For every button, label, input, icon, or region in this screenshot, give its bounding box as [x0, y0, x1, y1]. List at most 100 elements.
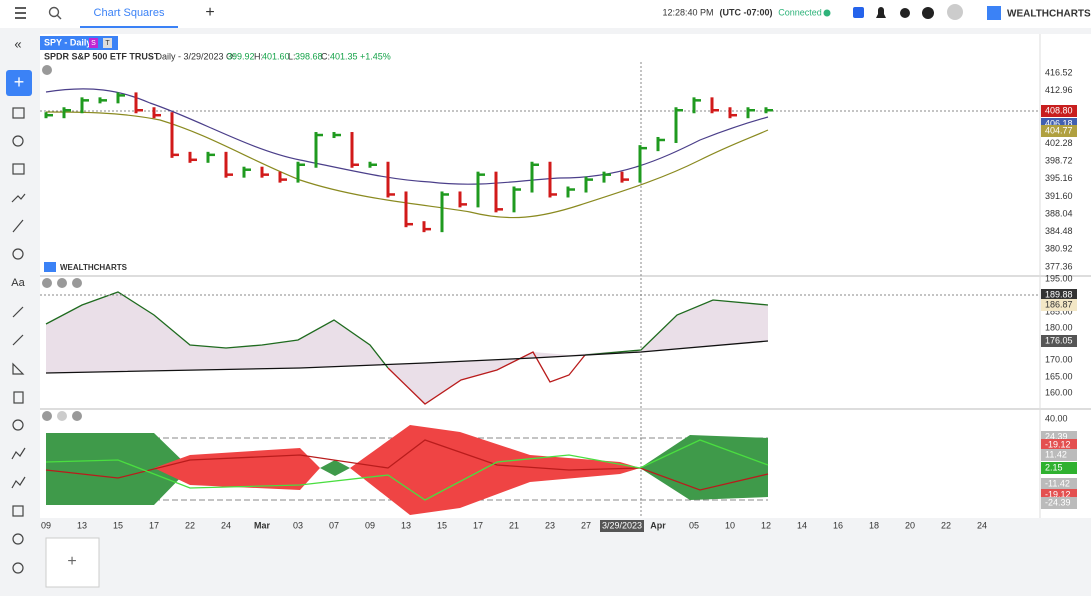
alert-icon[interactable]	[876, 7, 886, 18]
x-tick-label: 3/29/2023	[602, 520, 642, 530]
y-tick-label: 380.92	[1045, 244, 1073, 254]
watermark: WEALTHCHARTS	[60, 263, 128, 272]
close-label: C:	[321, 51, 330, 61]
price-badge-text: 11.42	[1045, 449, 1067, 459]
settings-icon[interactable]	[900, 8, 910, 18]
save-icon[interactable]	[853, 7, 864, 18]
x-tick-label: Mar	[254, 520, 271, 530]
y-tick-label: 180.00	[1045, 322, 1073, 332]
y-tick-label: 165.00	[1045, 371, 1073, 381]
x-tick-label: 15	[437, 520, 447, 530]
x-tick-label: 12	[761, 520, 771, 530]
x-tick-label: 07	[329, 520, 339, 530]
price-badge-text: -19.12	[1045, 489, 1071, 499]
menu-icon[interactable]	[15, 7, 26, 19]
y-tick-label: 160.00	[1045, 387, 1073, 397]
price-badge	[1041, 335, 1077, 347]
y-tick-label: 40.00	[1045, 413, 1068, 423]
x-tick-label: 05	[689, 520, 699, 530]
x-tick-label: 13	[77, 520, 87, 530]
brand-logo	[987, 6, 1001, 20]
help-icon[interactable]	[922, 7, 934, 19]
x-tick-label: 21	[509, 520, 519, 530]
y-tick-label: 185.00	[1045, 306, 1073, 316]
x-tick-label: Apr	[650, 520, 666, 530]
y-tick-label: 402.28	[1045, 138, 1073, 148]
panel-controls[interactable]	[42, 65, 82, 421]
x-tick-label: 23	[545, 520, 555, 530]
x-tick-label: 17	[473, 520, 483, 530]
x-tick-label: 18	[869, 520, 879, 530]
y-tick-label: 391.60	[1045, 191, 1073, 201]
price-badge	[1041, 125, 1077, 137]
tab[interactable]: Chart Squares	[94, 7, 165, 19]
badge-s-text: S	[91, 40, 96, 47]
price-badge-text: 24.39	[1045, 431, 1068, 441]
price-badge-text: 2.15	[1045, 462, 1063, 472]
y-tick-label: 377.36	[1045, 261, 1073, 271]
price-badge-text: 406.18	[1045, 118, 1073, 128]
x-tick-label: 09	[41, 520, 51, 530]
symbol-tab[interactable]	[40, 36, 118, 50]
price-badge-text: 186.87	[1045, 299, 1073, 309]
badge-t-text: T	[105, 40, 110, 47]
price-badge	[1041, 299, 1077, 311]
header-info: - Daily - 3/29/2023 O:	[150, 51, 236, 61]
close: 401.35	[330, 51, 358, 61]
clock: 12:28:40 PM	[662, 7, 713, 17]
price-badge-text: 176.05	[1045, 335, 1073, 345]
search-icon[interactable]	[48, 6, 62, 20]
high: 401.60	[262, 51, 290, 61]
panel2-fill	[46, 292, 768, 404]
brand: WEALTHCHARTS	[1007, 9, 1091, 20]
y-tick-label: 384.48	[1045, 226, 1073, 236]
add-button[interactable]	[6, 70, 32, 96]
panel2-line	[387, 351, 586, 405]
add-panel-icon: +	[67, 553, 76, 570]
price-badge	[1041, 105, 1077, 117]
tab-underline	[80, 26, 178, 28]
y-tick-label: 388.04	[1045, 208, 1073, 218]
y-tick-label: 398.72	[1045, 156, 1073, 166]
price-badge	[1041, 439, 1077, 451]
panel2-signal	[45, 340, 769, 374]
x-tick-label: 22	[185, 520, 195, 530]
panel3-red	[154, 425, 640, 515]
x-tick-label: 20	[905, 520, 915, 530]
low: 398.68	[295, 51, 323, 61]
add-panel[interactable]	[45, 537, 100, 588]
change: +1.45%	[360, 51, 391, 61]
price-badge-text: 408.80	[1045, 105, 1073, 115]
price-badge-text: -19.12	[1045, 439, 1071, 449]
high-label: H:	[254, 51, 263, 61]
y-tick-label: 416.52	[1045, 67, 1073, 77]
x-tick-label: 27	[581, 520, 591, 530]
left-toolbar	[0, 28, 36, 591]
tool-icons[interactable]	[11, 107, 26, 574]
y-tick-label: 170.00	[1045, 354, 1073, 364]
x-tick-label: 24	[977, 520, 987, 530]
price-badge	[1041, 462, 1077, 474]
avatar[interactable]	[947, 4, 963, 20]
x-tick-label: 16	[833, 520, 843, 530]
panel2-line	[584, 299, 769, 356]
price-badge	[1041, 289, 1077, 301]
price-badge	[1041, 497, 1077, 509]
x-tick-label: 14	[797, 520, 807, 530]
collapse[interactable]: «	[14, 36, 21, 51]
ma-line	[45, 111, 769, 219]
add-tab[interactable]: +	[205, 4, 214, 21]
badge-s	[89, 38, 98, 48]
watermark-logo	[44, 262, 56, 272]
status-dot	[823, 9, 831, 17]
text-tool[interactable]: Aa	[11, 277, 25, 289]
price-badge-text: 189.88	[1045, 289, 1073, 299]
x-tick-label: 22	[941, 520, 951, 530]
panel3-green	[46, 433, 768, 505]
add-icon: +	[14, 72, 25, 92]
y-tick-label: 412.96	[1045, 85, 1073, 95]
x-tick-label: 09	[365, 520, 375, 530]
bottom-area	[40, 518, 1091, 591]
badge-t	[103, 38, 112, 48]
